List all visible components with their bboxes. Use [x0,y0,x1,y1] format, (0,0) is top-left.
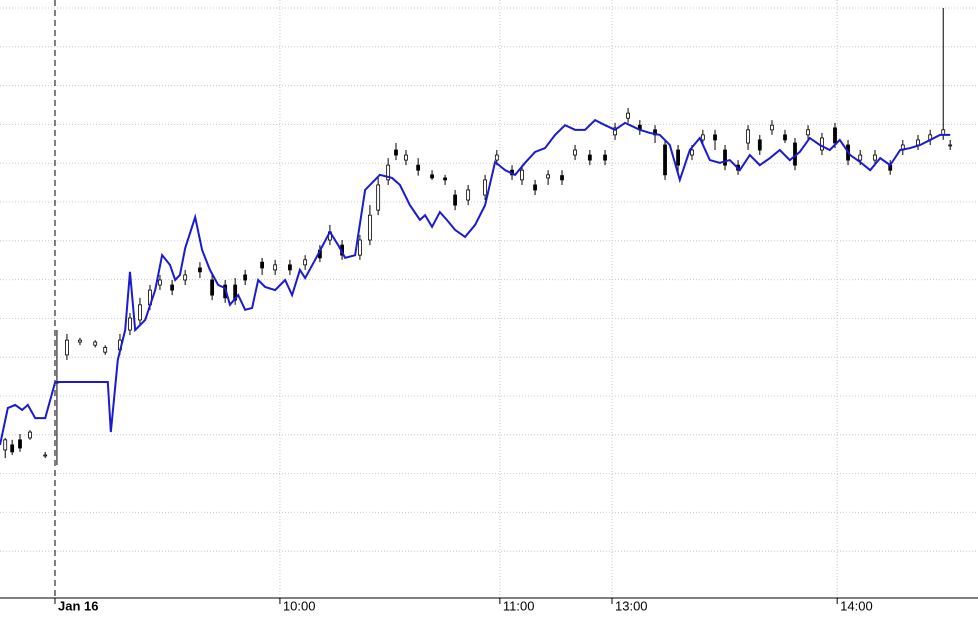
candle-body [746,129,750,144]
candle-body [723,149,727,166]
candle-body [560,175,564,181]
candle-body [260,261,265,269]
candle-body [430,174,434,179]
candle-body [833,127,837,144]
candle-body [483,179,487,196]
candle-body [243,274,248,281]
candle-body [198,267,202,273]
candle-body [783,134,787,141]
candle-body [613,127,617,136]
candle-body [28,431,32,439]
candle-body [158,279,162,286]
candle-body [170,284,175,291]
candle-body [303,259,308,266]
candle-body [273,264,278,271]
candle-body [10,444,15,453]
candle-body [806,129,810,136]
candle-body [916,139,920,146]
candle-body [820,137,824,151]
candle-body [210,279,215,296]
candle-body [626,112,630,119]
candle-body [78,339,82,343]
candle-body [546,174,551,179]
candle-body [466,189,471,201]
candle-body [690,149,694,156]
candle-body [873,154,877,161]
candle-body [386,164,391,181]
candle-body [358,239,362,256]
candle-body [3,439,8,451]
candle-body [93,341,98,346]
candle-body [587,154,592,161]
candle-body [494,154,499,161]
candle-body [757,139,762,151]
candle-body [404,154,408,161]
candle-body [948,144,953,147]
candle-body [603,154,607,161]
candle-body [43,454,48,457]
candle-body [663,144,667,176]
x-tick-label: 14:00 [840,598,873,613]
candle-body [416,164,421,171]
candle-body [128,317,132,331]
candle-body [573,149,577,156]
candle-body [288,264,292,271]
candle-body [103,347,108,353]
candle-body [368,214,372,241]
x-tick-label: 13:00 [615,598,648,613]
x-tick-label: 10:00 [283,598,316,613]
candle-body [676,149,680,166]
candle-body [65,339,69,356]
candle-body [453,194,457,206]
price-line [0,118,951,446]
candle-body [394,149,398,156]
candle-body [713,134,717,141]
candle-body [858,154,863,161]
candle-body [520,169,524,181]
x-tick-label: Jan 16 [58,598,98,613]
x-tick-label: 11:00 [503,598,535,613]
candle-body [533,184,537,191]
candle-body [376,184,381,211]
candle-body [138,304,142,321]
candle-body [443,177,447,181]
candle-body [18,439,22,449]
candle-body [183,274,188,281]
candle-body [700,134,705,141]
candle-body [770,124,774,131]
